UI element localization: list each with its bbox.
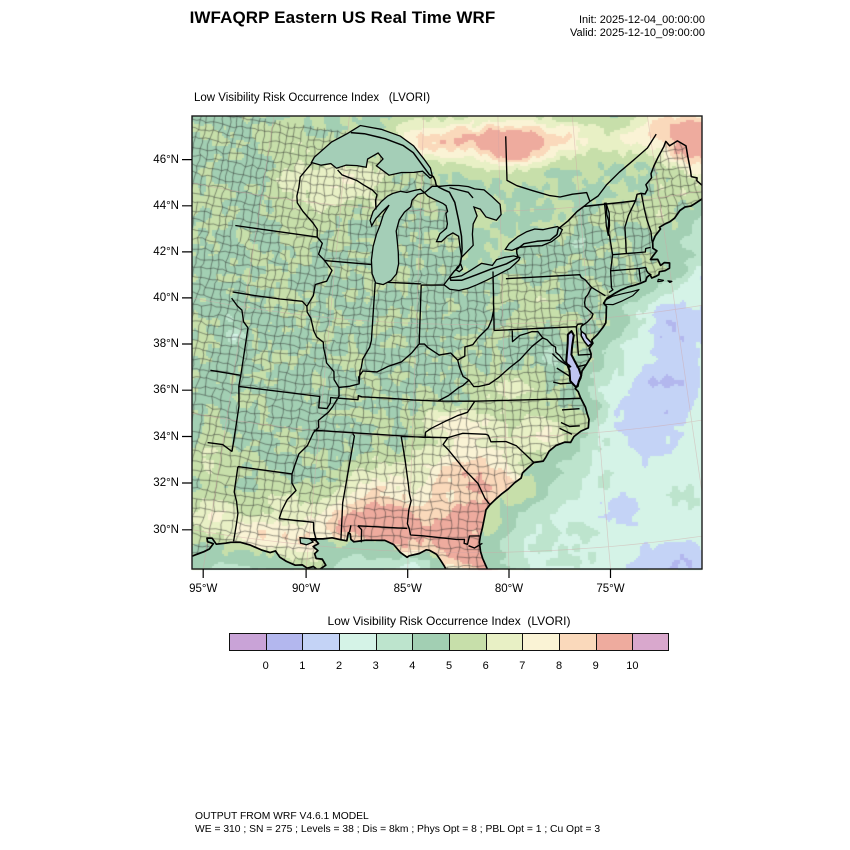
y-tick-label: 36°N — [153, 384, 179, 397]
colorbar-cell — [559, 633, 597, 651]
y-tick-label: 30°N — [153, 523, 179, 536]
footer-model-line: OUTPUT FROM WRF V4.6.1 MODEL — [195, 811, 369, 822]
colorbar-tick-label: 10 — [626, 660, 639, 672]
colorbar-tick-label: 1 — [299, 660, 306, 672]
y-tick-label: 32°N — [153, 477, 179, 489]
x-tick-label: 95°W — [189, 583, 218, 595]
colorbar-tick-label: 5 — [445, 660, 453, 672]
gulf-coastline — [192, 531, 447, 569]
colorbar-title: Low Visibility Risk Occurrence Index (LV… — [327, 614, 571, 628]
lake-superior — [310, 124, 434, 180]
colorbar-tick-label: 6 — [482, 660, 489, 672]
lake-ontario — [504, 225, 564, 251]
y-tick-label: 46°N — [153, 153, 179, 166]
x-tick-label: 80°W — [494, 583, 524, 595]
colorbar-tick-label: 4 — [409, 660, 416, 672]
colorbar-tick-label: 9 — [592, 660, 599, 672]
estuary-line — [559, 427, 573, 435]
international-border — [350, 131, 702, 282]
estuary-line — [552, 381, 572, 385]
colorbar-cell — [485, 633, 524, 651]
x-tick-label: 90°W — [291, 583, 321, 595]
colorbar-cell — [375, 633, 414, 651]
estuary-line — [556, 367, 571, 377]
colorbar-tick-label: 7 — [519, 660, 526, 672]
colorbar-cell — [265, 633, 304, 651]
atlantic-coastline — [478, 197, 702, 569]
y-tick-label: 42°N — [153, 245, 179, 258]
colorbar-cell — [229, 633, 267, 651]
lake-michigan — [369, 188, 426, 286]
colorbar-tick-label: 0 — [262, 660, 269, 672]
x-tick-label: 85°W — [393, 583, 422, 595]
y-tick-label: 44°N — [153, 199, 179, 212]
colorbar-cell — [632, 633, 669, 651]
chesapeake-bay — [565, 330, 583, 389]
init-time-label: Init: 2025-12-04_00:00:00 — [579, 14, 705, 26]
colorbar-cell — [412, 633, 450, 651]
island-long_island — [603, 289, 640, 306]
x-tick-label: 75°W — [596, 583, 625, 595]
y-tick-label: 38°N — [153, 338, 179, 350]
island-marthas — [657, 278, 665, 283]
colorbar-tick-label: 8 — [555, 660, 563, 672]
y-tick-label: 34°N — [153, 430, 179, 443]
state-borders — [207, 133, 657, 545]
lake-huron — [423, 184, 502, 259]
colorbar-cell — [595, 633, 634, 651]
footer-config-line: WE = 310 ; SN = 275 ; Levels = 38 ; Dis … — [195, 824, 601, 835]
colorbar-tick-label: 2 — [335, 660, 343, 672]
graticule-lines — [192, 116, 702, 569]
estuary-line — [561, 408, 580, 411]
axis-ticks — [182, 159, 612, 578]
colorbar-cell — [339, 633, 377, 651]
island-nantucket — [667, 280, 673, 283]
y-tick-label: 40°N — [153, 291, 179, 304]
field-title: Low Visibility Risk Occurrence Index (LV… — [194, 92, 431, 104]
colorbar-tick-label: 3 — [372, 660, 379, 672]
colorbar-cell — [302, 633, 340, 651]
colorbar-cell — [449, 633, 487, 651]
estuary-line — [551, 353, 571, 368]
map-frame — [191, 115, 703, 570]
estuary-line — [348, 525, 352, 533]
valid-time-label: Valid: 2025-12-10_09:00:00 — [570, 27, 705, 39]
estuary-line — [560, 421, 580, 428]
colorbar-cell — [522, 633, 560, 651]
plot-title: IWFAQRP Eastern US Real Time WRF — [189, 8, 496, 27]
